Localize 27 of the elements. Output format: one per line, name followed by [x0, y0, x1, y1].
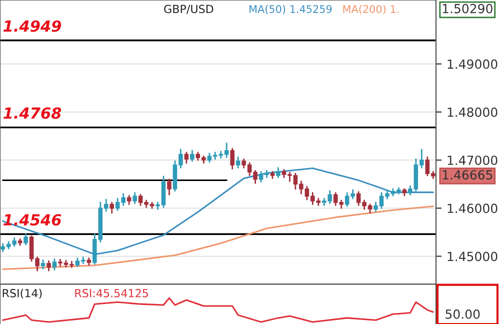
candlestick — [236, 156, 240, 168]
text: 50.00 — [446, 309, 480, 319]
candlestick — [46, 260, 51, 272]
candlestick — [24, 233, 28, 246]
chart-title: RSI(14) — [2, 288, 42, 299]
y-tick-label: 1.47000 — [448, 156, 498, 166]
y-tick-label: 1.46000 — [448, 204, 498, 214]
candlestick — [184, 152, 189, 164]
candlestick — [167, 178, 172, 196]
line-series — [2, 205, 434, 270]
y-tick-label: 1.45000 — [448, 252, 498, 262]
candlestick — [110, 202, 114, 214]
candlestick — [190, 150, 194, 162]
candlestick — [132, 192, 137, 204]
chart-title: GBP/USD — [164, 4, 214, 14]
ref-line-label: 1.4949 — [3, 20, 62, 32]
candlestick — [230, 148, 234, 170]
text: 1.50290 — [442, 4, 492, 14]
y-tick-label: 1.48000 — [448, 107, 498, 117]
ref-line-label: 1.4546 — [3, 214, 62, 226]
text: 1.46665 — [442, 170, 492, 180]
text: MA(200) 1. — [343, 4, 399, 14]
ref-line-label: 1.4768 — [3, 107, 62, 119]
y-tick-label: 1.49000 — [448, 59, 498, 69]
series-label: RSI:45.54125 — [75, 288, 148, 298]
candlestick — [52, 258, 57, 270]
text: MA(50) 1.45259 — [250, 4, 332, 14]
